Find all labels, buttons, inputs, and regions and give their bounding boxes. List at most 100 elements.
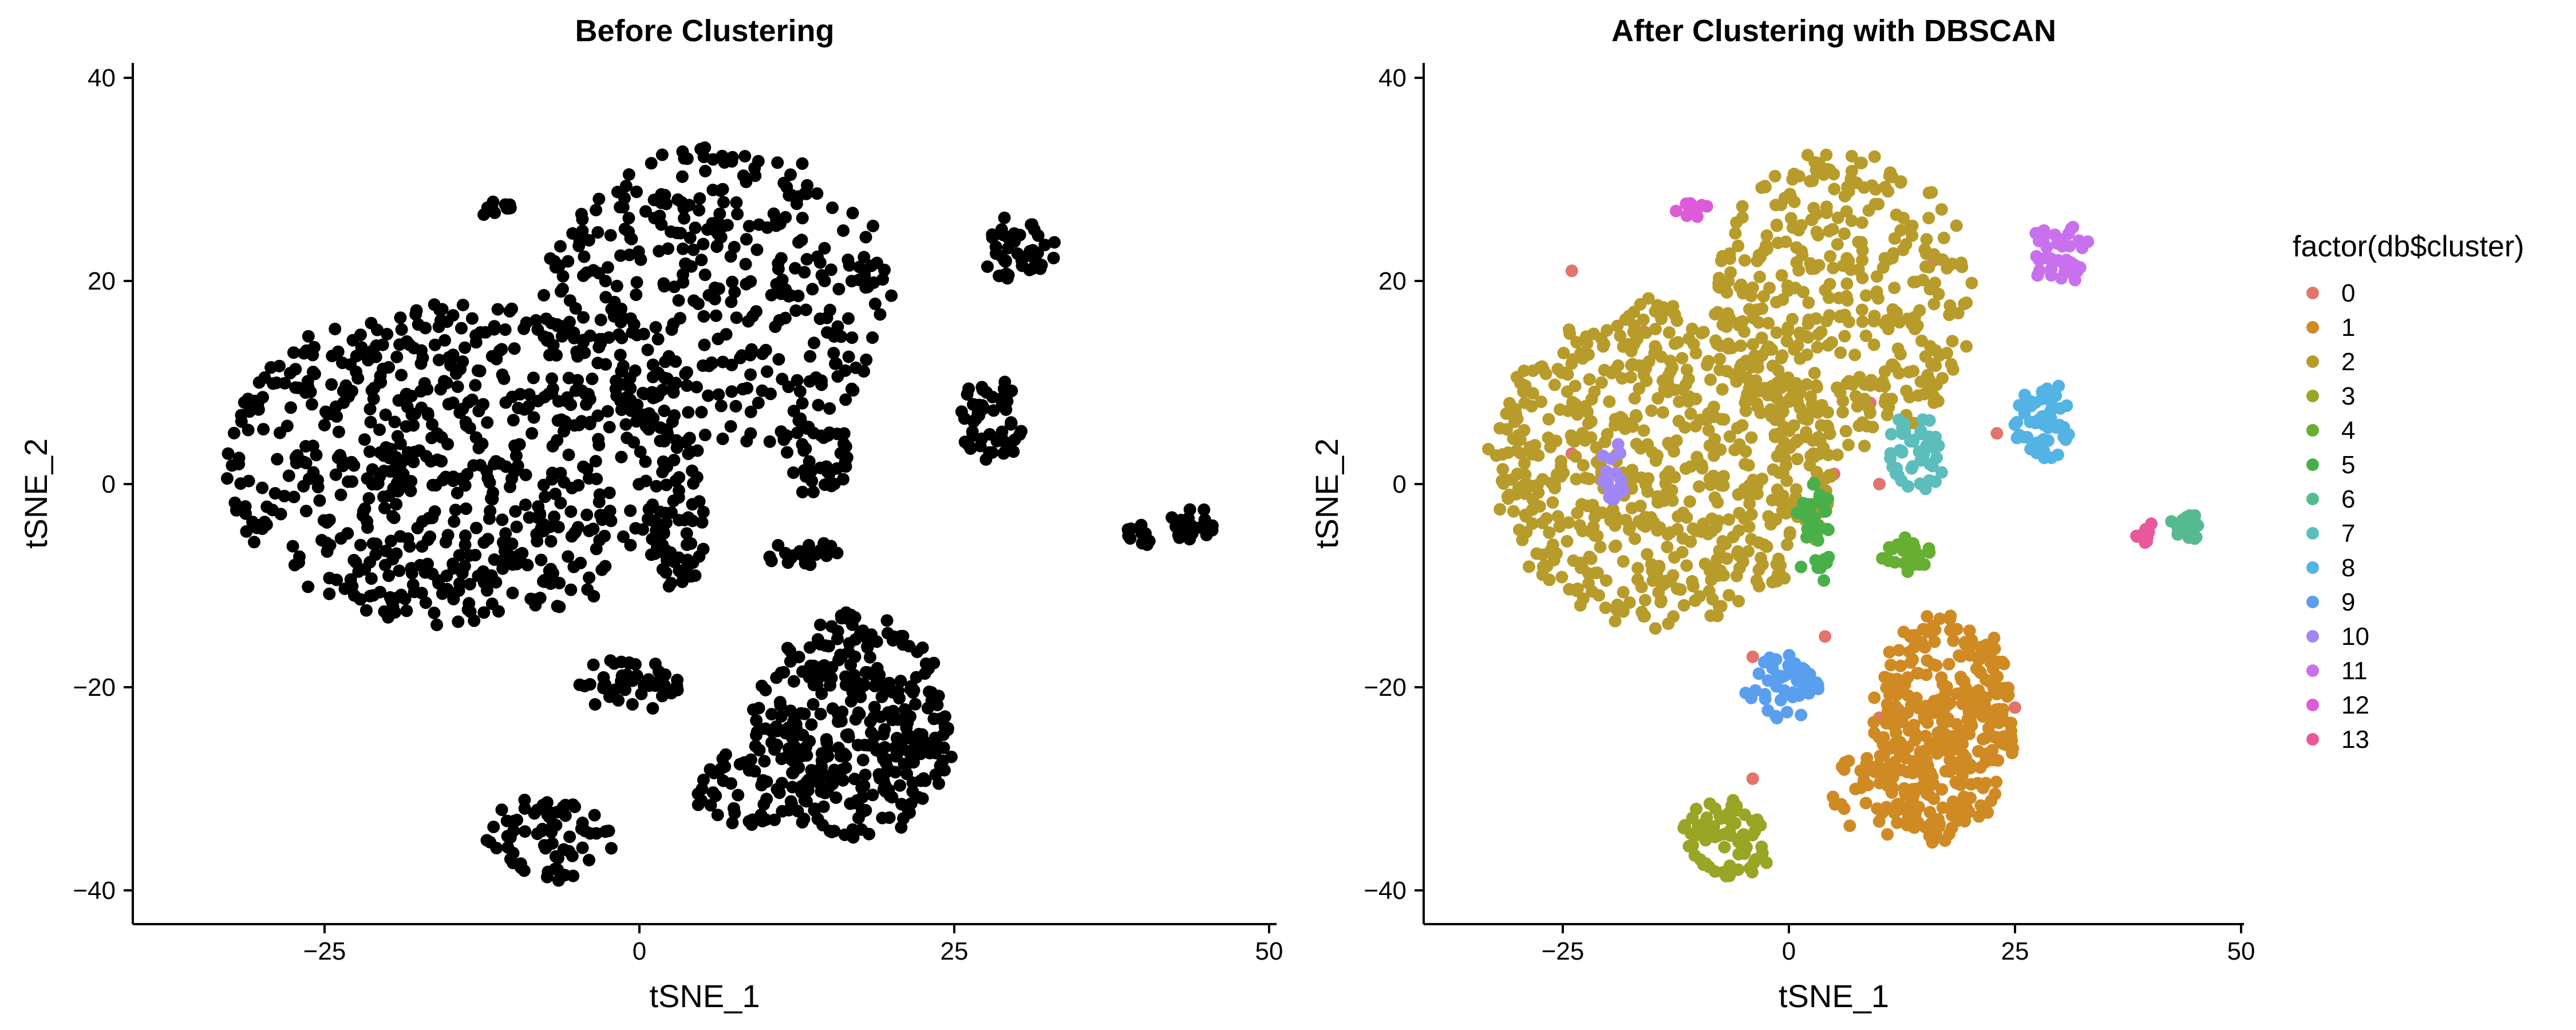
data-point xyxy=(1588,385,1601,398)
data-point xyxy=(726,275,739,288)
data-point xyxy=(848,668,861,682)
data-point xyxy=(1614,447,1627,460)
data-point xyxy=(1769,710,1783,723)
data-point xyxy=(796,397,809,410)
data-point xyxy=(1702,423,1715,437)
data-point xyxy=(239,507,252,520)
data-point xyxy=(492,605,505,618)
data-point xyxy=(1920,233,1933,246)
data-point xyxy=(1894,176,1907,189)
data-point xyxy=(686,464,698,477)
data-point xyxy=(1864,379,1877,392)
data-point xyxy=(1651,524,1664,537)
data-point xyxy=(1840,277,1854,290)
data-point xyxy=(788,740,801,754)
data-point xyxy=(234,477,247,490)
data-point xyxy=(874,710,887,723)
data-point xyxy=(1705,525,1718,538)
data-point xyxy=(1976,732,1989,746)
data-point xyxy=(795,707,808,720)
data-point xyxy=(1664,575,1677,588)
data-point xyxy=(591,409,605,422)
data-point xyxy=(983,428,996,441)
data-point xyxy=(868,741,882,754)
data-point xyxy=(1747,312,1760,325)
data-point xyxy=(1997,682,2010,695)
data-point xyxy=(377,465,390,477)
data-point xyxy=(1834,311,1847,323)
data-point xyxy=(1802,296,1815,309)
data-point xyxy=(1788,657,1801,670)
data-point xyxy=(1597,340,1610,353)
data-point xyxy=(1539,367,1552,381)
data-point xyxy=(710,226,724,239)
data-point xyxy=(781,446,793,459)
data-point xyxy=(433,303,446,316)
data-point xyxy=(496,558,509,571)
data-point xyxy=(471,364,484,377)
data-point xyxy=(789,262,801,275)
data-point xyxy=(1884,427,1898,441)
data-point xyxy=(1824,470,1837,483)
data-point xyxy=(520,316,533,329)
data-point xyxy=(1951,730,1965,743)
data-point xyxy=(1769,199,1782,212)
data-point xyxy=(1897,625,1910,639)
data-point xyxy=(1811,340,1824,354)
data-point xyxy=(438,334,451,347)
data-point xyxy=(292,381,305,394)
data-point xyxy=(712,332,725,346)
data-point xyxy=(1759,688,1772,701)
data-point xyxy=(1974,799,1988,812)
data-point xyxy=(592,267,606,280)
data-point xyxy=(459,538,472,552)
data-point xyxy=(1645,511,1657,524)
data-point xyxy=(1745,533,1758,546)
data-point xyxy=(630,669,643,682)
data-point xyxy=(921,702,934,715)
data-point xyxy=(884,790,896,803)
data-point xyxy=(1676,352,1689,365)
data-point xyxy=(672,491,685,504)
data-point xyxy=(1629,325,1642,338)
data-point xyxy=(749,169,762,183)
data-point xyxy=(610,389,623,402)
data-point xyxy=(659,544,673,557)
legend-key xyxy=(2306,699,2319,711)
legend-key xyxy=(2306,321,2319,334)
data-point xyxy=(1614,329,1627,342)
data-point xyxy=(634,445,647,458)
data-point xyxy=(1819,505,1832,518)
data-point xyxy=(621,668,633,682)
data-point xyxy=(803,375,816,388)
data-point xyxy=(655,148,669,161)
data-point xyxy=(431,453,444,466)
data-point xyxy=(586,373,599,386)
data-point xyxy=(1553,520,1566,533)
data-point xyxy=(583,418,596,430)
data-point xyxy=(717,196,730,209)
data-point xyxy=(571,350,584,363)
legend-key xyxy=(2306,287,2319,299)
data-point xyxy=(1729,227,1742,240)
data-point xyxy=(530,314,543,327)
data-point xyxy=(1881,828,1894,841)
data-point xyxy=(1914,426,1927,439)
data-point xyxy=(1678,421,1692,434)
data-point xyxy=(1874,749,1887,762)
data-point xyxy=(1935,203,1948,216)
data-point xyxy=(503,549,516,562)
data-point xyxy=(379,408,392,421)
data-point xyxy=(1926,836,1939,849)
data-point xyxy=(1625,359,1638,372)
data-point xyxy=(394,311,407,324)
data-point xyxy=(805,465,818,478)
data-point xyxy=(1819,630,1832,643)
data-point xyxy=(1812,328,1825,341)
data-point xyxy=(1519,379,1532,392)
data-point xyxy=(807,772,820,785)
data-point xyxy=(808,336,820,350)
data-point xyxy=(622,225,635,238)
data-point xyxy=(1726,794,1740,807)
data-point xyxy=(1585,552,1598,565)
